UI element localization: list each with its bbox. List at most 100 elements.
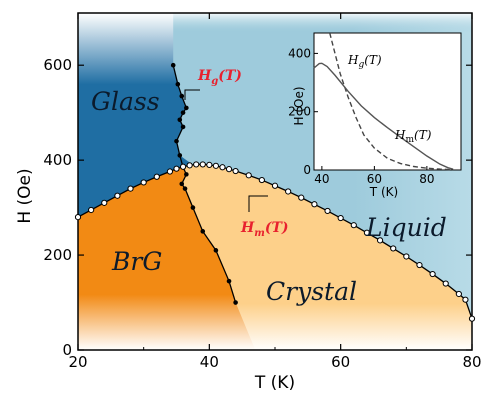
- inset-ticks: 40 60 80 0 200 400: [288, 46, 434, 186]
- hm-point: [219, 164, 226, 171]
- hg-point: [179, 181, 185, 187]
- inset-x-tick-label: 40: [314, 172, 329, 186]
- x-tick-label: 60: [331, 353, 350, 371]
- hm-point: [324, 207, 331, 215]
- hm-annotation: Hm(T): [240, 220, 289, 239]
- hm-point: [390, 245, 397, 252]
- liquid-label: Liquid: [365, 213, 447, 242]
- hm-point: [429, 270, 436, 278]
- inset-hg-label: Hg(T): [347, 53, 382, 70]
- hg-arg: (T): [218, 68, 242, 84]
- hm-point: [311, 201, 318, 208]
- hg-point: [170, 62, 176, 68]
- hm-arg: (T): [265, 220, 289, 236]
- inset-hm-main: H: [394, 128, 406, 142]
- y-tick-label: 600: [43, 56, 72, 74]
- hm-point: [101, 199, 108, 206]
- hm-point: [285, 188, 292, 195]
- hm-point: [206, 161, 213, 168]
- hg-point: [175, 81, 181, 87]
- hm-point: [166, 168, 174, 175]
- inset-series: [313, 32, 454, 171]
- inset-hg-sub: g: [358, 60, 364, 70]
- crystal-label: Crystal: [266, 277, 357, 306]
- y-tick-label: 400: [43, 151, 72, 169]
- hm-point: [376, 237, 384, 244]
- hg-point: [184, 172, 189, 177]
- inset-hg-main: H: [347, 53, 359, 67]
- hm-point: [416, 261, 423, 269]
- hg-point: [190, 205, 196, 210]
- hm-point: [298, 194, 305, 201]
- hg-point: [213, 248, 219, 253]
- hg-point: [200, 229, 206, 234]
- x-tick-label: 80: [462, 353, 481, 371]
- x-tick-label: 40: [200, 353, 219, 371]
- y-tick-label: 0: [62, 341, 72, 359]
- hm-point: [403, 253, 410, 260]
- inset-y-axis-label: H (Oe): [292, 86, 306, 125]
- hm-point: [455, 290, 462, 298]
- hg-point: [180, 124, 186, 130]
- hg-point: [233, 300, 238, 305]
- hg-point: [177, 117, 183, 123]
- hm-point: [363, 229, 371, 236]
- hm-point: [140, 179, 147, 186]
- hm-point: [350, 222, 357, 229]
- hm-point: [245, 172, 252, 179]
- hm-point: [74, 213, 82, 221]
- hm-point: [337, 214, 344, 222]
- inset-x-tick-label: 60: [367, 172, 382, 186]
- inset-hm-curve: [313, 62, 454, 170]
- hg-point: [174, 138, 179, 144]
- brg-label: BrG: [111, 247, 162, 276]
- hm-point: [173, 165, 180, 172]
- inset-x-tick-label: 80: [419, 172, 434, 186]
- inset-hm-label: Hm(T): [394, 128, 432, 145]
- hm-point: [186, 162, 193, 169]
- hm-point: [271, 182, 279, 189]
- y-tick-label: 200: [43, 246, 72, 264]
- hm-point: [179, 163, 187, 170]
- glass-region: [78, 13, 193, 218]
- hm-point: [442, 280, 449, 287]
- inset-frame: [313, 32, 462, 171]
- hg-annotation-leader: [184, 89, 200, 100]
- hm-point: [88, 206, 95, 214]
- hm-point: [225, 166, 233, 173]
- hm-point: [193, 161, 200, 168]
- hm-point: [153, 173, 160, 180]
- hg-point: [182, 186, 188, 191]
- inset-y-tick-label: 0: [303, 163, 311, 177]
- hg-point: [226, 278, 232, 284]
- brg-region: [78, 164, 256, 350]
- hg-annotation: Hg(T): [197, 68, 242, 87]
- hg-point: [180, 110, 186, 115]
- hm-point: [232, 167, 239, 175]
- hg-main: H: [197, 68, 212, 84]
- glass-label: Glass: [91, 87, 160, 116]
- hg-point: [179, 93, 185, 99]
- hg-subscript: g: [211, 76, 218, 87]
- inset-hg-arg: (T): [364, 53, 382, 67]
- hm-annotation-leader: [248, 195, 268, 212]
- hm-series: [74, 161, 476, 322]
- inset-x-axis-label: T (K): [369, 185, 398, 199]
- y-axis-label: H (Oe): [15, 168, 35, 223]
- inset-y-tick-label: 400: [288, 46, 311, 60]
- hg-point: [184, 105, 189, 111]
- inset-y-tick-label: 200: [288, 105, 311, 119]
- hg-point: [177, 153, 183, 158]
- hm-point: [127, 185, 134, 192]
- hm-point: [468, 315, 476, 322]
- hm-point: [199, 161, 206, 168]
- hm-point: [462, 296, 469, 303]
- hm-point: [114, 192, 121, 199]
- hm-main: H: [240, 220, 255, 236]
- inset-hg-curve: [329, 32, 454, 171]
- x-tick-label: 20: [68, 353, 87, 371]
- inset-hm-sub: m: [405, 135, 414, 145]
